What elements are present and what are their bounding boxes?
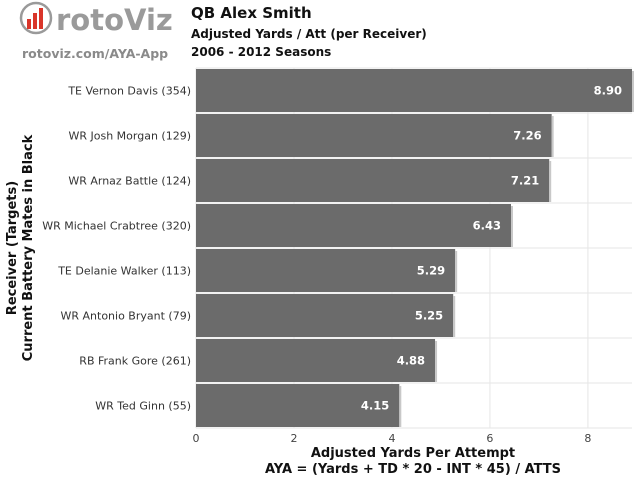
- bar-value-label: 5.29: [417, 264, 445, 278]
- x-tick-label: 4: [388, 432, 395, 445]
- bar: [196, 294, 454, 337]
- category-label: WR Michael Crabtree (320): [42, 220, 191, 233]
- plot-area: 8.90 7.26 7.21 6.43 5.29 5.25 4.88 4.15 0 2 4 6 8 T…: [42, 67, 634, 445]
- x-tick-label: 0: [193, 432, 200, 445]
- bar-shadow: [455, 251, 458, 292]
- bar: [196, 69, 632, 112]
- category-label: WR Josh Morgan (129): [68, 130, 191, 143]
- category-label: WR Ted Ginn (55): [95, 400, 191, 413]
- bar-shadow: [453, 296, 456, 337]
- chart-subtitle-2: 2006 - 2012 Seasons: [191, 45, 331, 59]
- logo-text: rotoViz: [56, 3, 173, 37]
- x-axis-ticks: 0 2 4 6 8: [193, 432, 592, 445]
- bar-value-label: 7.26: [513, 129, 541, 143]
- bar: [196, 204, 511, 247]
- bar-shadow: [399, 386, 402, 427]
- x-axis-label-2: AYA = (Yards + TD * 20 - INT * 45) / ATT…: [265, 462, 561, 477]
- bar: [196, 114, 552, 157]
- bar-value-label: 4.88: [397, 354, 425, 368]
- site-link[interactable]: rotoviz.com/AYA-App: [22, 46, 168, 61]
- y-axis-label-1: Receiver (Targets): [5, 181, 20, 315]
- bar-value-label: 5.25: [415, 309, 443, 323]
- bar: [196, 384, 400, 427]
- bar: [196, 159, 550, 202]
- bar-shadow: [632, 71, 634, 112]
- x-axis-label-1: Adjusted Yards Per Attempt: [311, 446, 515, 461]
- category-label: RB Frank Gore (261): [79, 355, 191, 368]
- x-tick-label: 8: [584, 432, 591, 445]
- bar-value-label: 7.21: [511, 174, 539, 188]
- category-label: TE Delanie Walker (113): [57, 265, 191, 278]
- chart-subtitle-1: Adjusted Yards / Att (per Receiver): [191, 27, 427, 41]
- y-axis-label-2: Current Battery Mates in Black: [21, 134, 36, 361]
- rotoviz-logo: rotoViz: [19, 1, 173, 37]
- bar: [196, 249, 456, 292]
- bar: [196, 339, 436, 382]
- category-label: TE Vernon Davis (354): [67, 85, 191, 98]
- bar-shadow: [510, 206, 513, 247]
- bar-value-label: 8.90: [594, 84, 622, 98]
- bar-value-label: 6.43: [473, 219, 501, 233]
- bar-shadow: [549, 161, 552, 202]
- bar-shadow: [435, 341, 438, 382]
- chart-title: QB Alex Smith: [191, 4, 312, 22]
- bar-value-label: 4.15: [361, 399, 389, 413]
- bar-shadow: [551, 116, 554, 157]
- x-tick-label: 6: [486, 432, 493, 445]
- category-label: WR Arnaz Battle (124): [68, 175, 191, 188]
- category-label: WR Antonio Bryant (79): [61, 310, 192, 323]
- x-tick-label: 2: [290, 432, 297, 445]
- logo-chart-icon: [19, 1, 53, 35]
- y-axis-categories: TE Vernon Davis (354) WR Josh Morgan (129…: [42, 85, 191, 413]
- bars: 8.90 7.26 7.21 6.43 5.29 5.25 4.88 4.15: [196, 69, 634, 427]
